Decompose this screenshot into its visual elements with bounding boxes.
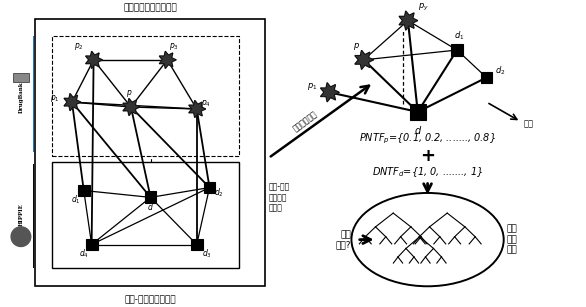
Text: $p_2$: $p_2$ (74, 41, 84, 52)
Text: $d_4$: $d_4$ (79, 247, 88, 260)
Text: $p$: $p$ (126, 88, 132, 99)
Bar (52, 36, 239, 156)
Ellipse shape (352, 193, 504, 286)
Text: $d_2$: $d_2$ (495, 64, 506, 77)
Text: $d$: $d$ (414, 123, 422, 135)
Bar (78, 185, 90, 196)
Text: $p_1$: $p_1$ (307, 81, 318, 92)
Text: $p_4$: $p_4$ (200, 98, 210, 109)
Polygon shape (321, 83, 339, 102)
Text: $p$: $p$ (353, 41, 360, 52)
Text: $d_1$: $d_1$ (71, 193, 81, 206)
Polygon shape (159, 51, 176, 68)
Polygon shape (123, 98, 140, 116)
Polygon shape (64, 93, 81, 111)
Text: $d_3$: $d_3$ (202, 247, 212, 260)
Text: DrugBank: DrugBank (18, 81, 23, 113)
Text: $p_y$: $p_y$ (418, 2, 428, 13)
Text: 药物-靶标
相互作用
子网络: 药物-靶标 相互作用 子网络 (268, 182, 289, 212)
Circle shape (11, 227, 30, 247)
Text: $DNTF_d$={1, 0, ......., 1}: $DNTF_d$={1, 0, ......., 1} (372, 165, 483, 179)
Bar (451, 44, 463, 56)
Polygon shape (189, 100, 206, 118)
Polygon shape (86, 51, 103, 68)
Bar (410, 104, 425, 120)
Text: 随机
森林
模型: 随机 森林 模型 (506, 225, 517, 255)
Text: $d_2$: $d_2$ (214, 186, 224, 199)
Text: +: + (420, 147, 435, 165)
Bar (481, 72, 492, 84)
Text: 药物-药物关系子网络: 药物-药物关系子网络 (124, 296, 176, 305)
Polygon shape (355, 50, 373, 69)
Text: 蕾迭犯罪原则: 蕾迭犯罪原则 (291, 110, 319, 134)
Text: $p_3$: $p_3$ (169, 41, 179, 52)
Bar (145, 192, 156, 203)
Text: $d_1$: $d_1$ (454, 29, 464, 42)
Text: $p_1$: $p_1$ (50, 93, 60, 104)
Bar (203, 182, 216, 193)
Text: $d$: $d$ (147, 201, 154, 212)
Text: 蛋白质相互作用子网络: 蛋白质相互作用子网络 (123, 4, 177, 13)
Text: HIPPIE: HIPPIE (18, 204, 23, 227)
Bar (86, 239, 97, 251)
Text: $PNTF_p$={0.1, 0.2, ......., 0.8}: $PNTF_p$={0.1, 0.2, ......., 0.8} (359, 131, 496, 146)
Polygon shape (399, 11, 418, 30)
Bar (191, 239, 203, 251)
Bar (13, 73, 29, 83)
Bar (35, 19, 265, 286)
Text: 靶标: 靶标 (524, 120, 534, 129)
Text: 相互
作用?: 相互 作用? (335, 230, 351, 249)
Bar (52, 162, 239, 268)
